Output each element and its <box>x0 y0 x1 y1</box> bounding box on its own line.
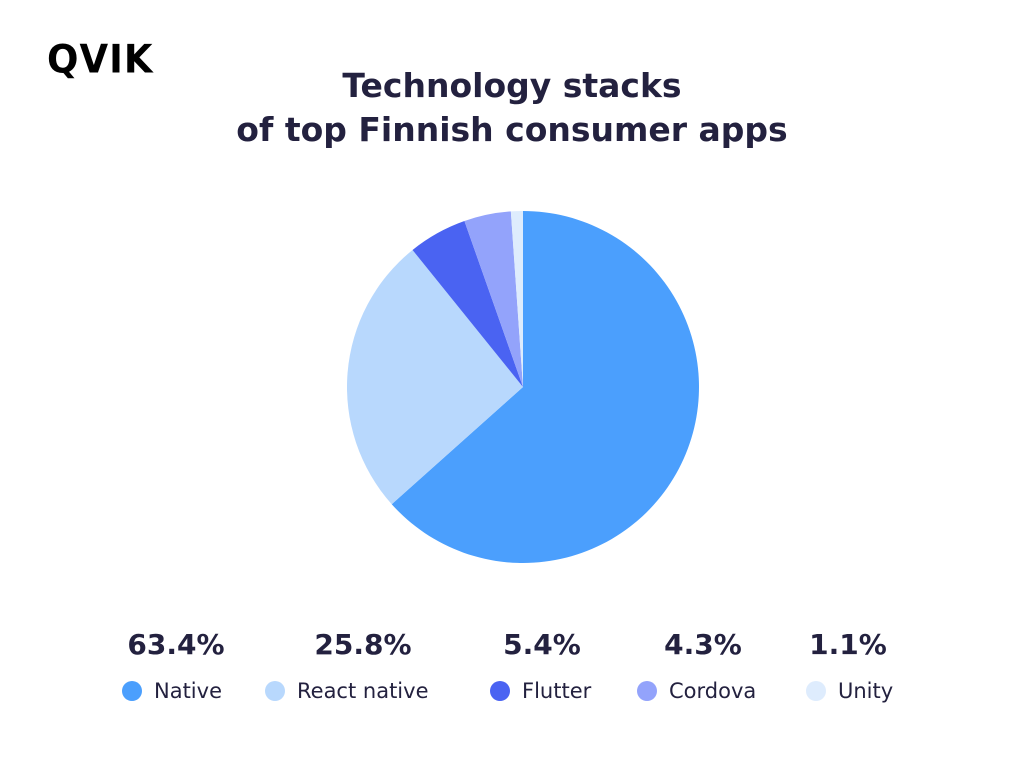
legend-item-react-native: React native <box>265 678 429 704</box>
percent-label-cordova: 4.3% <box>664 628 742 661</box>
percent-label-react-native: 25.8% <box>314 628 412 661</box>
legend-item-native: Native <box>122 678 222 704</box>
chart-title-line-2: of top Finnish consumer apps <box>236 110 788 149</box>
qvik-logo: QVIK <box>47 36 154 82</box>
pie-slice-unity <box>510 211 523 387</box>
percent-label-native: 63.4% <box>127 628 225 661</box>
legend-swatch-unity <box>806 681 826 701</box>
legend-label-cordova: Cordova <box>669 679 757 703</box>
legend-item-unity: Unity <box>806 678 893 704</box>
legend-swatch-cordova <box>637 681 657 701</box>
legend-label-unity: Unity <box>838 679 894 703</box>
pie-slice-cordova <box>464 211 523 387</box>
legend-swatch-react-native <box>265 681 285 701</box>
legend-item-cordova: Cordova <box>637 678 756 704</box>
pie-slice-native <box>391 211 699 563</box>
percent-label-unity: 1.1% <box>809 628 887 661</box>
legend-item-flutter: Flutter <box>490 678 591 704</box>
pie-slice-flutter <box>412 221 523 387</box>
chart-title-line-1: Technology stacks <box>342 66 682 105</box>
legend-label-native: Native <box>154 679 222 703</box>
legend-swatch-flutter <box>490 681 510 701</box>
legend-label-flutter: Flutter <box>522 679 592 703</box>
legend-swatch-native <box>122 681 142 701</box>
percent-label-flutter: 5.4% <box>503 628 581 661</box>
legend-label-react-native: React native <box>297 679 429 703</box>
chart-title: Technology stacks of top Finnish consume… <box>0 64 1024 152</box>
pie-slice-react-native <box>346 249 523 505</box>
